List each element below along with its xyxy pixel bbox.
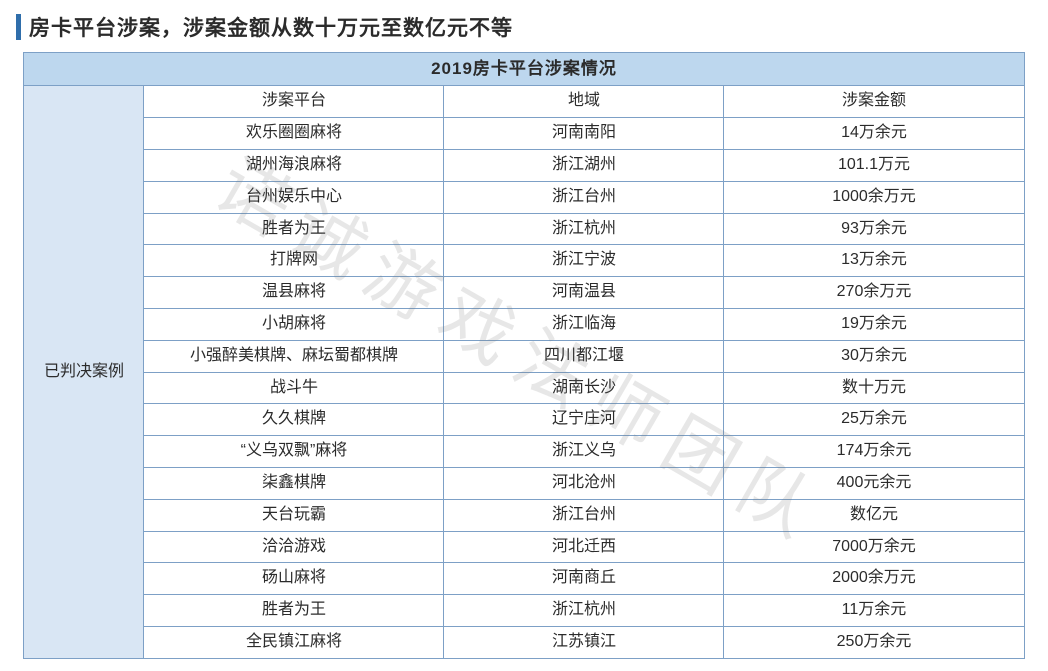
cell-platform: 温县麻将 xyxy=(144,277,444,309)
table-row: 胜者为王浙江杭州93万余元 xyxy=(24,213,1024,245)
cell-platform: 柒鑫棋牌 xyxy=(144,467,444,499)
table-row: 战斗牛湖南长沙数十万元 xyxy=(24,372,1024,404)
cell-region: 辽宁庄河 xyxy=(444,404,724,436)
column-header-platform: 涉案平台 xyxy=(144,86,444,118)
cell-amount: 25万余元 xyxy=(724,404,1024,436)
cell-platform: “义乌双飘”麻将 xyxy=(144,436,444,468)
cell-region: 江苏镇江 xyxy=(444,626,724,658)
table-row: “义乌双飘”麻将浙江义乌174万余元 xyxy=(24,436,1024,468)
cell-region: 浙江义乌 xyxy=(444,436,724,468)
table-row: 胜者为王浙江杭州11万余元 xyxy=(24,595,1024,627)
cell-region: 浙江台州 xyxy=(444,181,724,213)
column-header-amount: 涉案金额 xyxy=(724,86,1024,118)
cell-amount: 1000余万元 xyxy=(724,181,1024,213)
cell-region: 浙江临海 xyxy=(444,308,724,340)
cell-platform: 打牌网 xyxy=(144,245,444,277)
cell-platform: 胜者为王 xyxy=(144,213,444,245)
cell-platform: 小强醉美棋牌、麻坛蜀都棋牌 xyxy=(144,340,444,372)
cell-platform: 久久棋牌 xyxy=(144,404,444,436)
cases-table: 2019房卡平台涉案情况 已判决案例涉案平台地域涉案金额欢乐圈圈麻将河南南阳14… xyxy=(23,52,1024,659)
cell-platform: 全民镇江麻将 xyxy=(144,626,444,658)
cell-region: 河南商丘 xyxy=(444,563,724,595)
cell-region: 浙江杭州 xyxy=(444,595,724,627)
cell-amount: 93万余元 xyxy=(724,213,1024,245)
cell-amount: 250万余元 xyxy=(724,626,1024,658)
table-row: 台州娱乐中心浙江台州1000余万元 xyxy=(24,181,1024,213)
cell-platform: 欢乐圈圈麻将 xyxy=(144,118,444,150)
cell-region: 湖南长沙 xyxy=(444,372,724,404)
table-row: 砀山麻将河南商丘2000余万元 xyxy=(24,563,1024,595)
title-bar: 房卡平台涉案，涉案金额从数十万元至数亿元不等 xyxy=(16,12,1032,42)
table-row: 洽洽游戏河北迁西7000万余元 xyxy=(24,531,1024,563)
page-title: 房卡平台涉案，涉案金额从数十万元至数亿元不等 xyxy=(29,12,513,42)
cell-platform: 台州娱乐中心 xyxy=(144,181,444,213)
cell-amount: 7000万余元 xyxy=(724,531,1024,563)
cell-amount: 11万余元 xyxy=(724,595,1024,627)
cell-region: 河北迁西 xyxy=(444,531,724,563)
cell-region: 浙江台州 xyxy=(444,499,724,531)
cell-amount: 14万余元 xyxy=(724,118,1024,150)
cell-amount: 2000余万元 xyxy=(724,563,1024,595)
cell-platform: 战斗牛 xyxy=(144,372,444,404)
table-row: 湖州海浪麻将浙江湖州101.1万元 xyxy=(24,149,1024,181)
table-header: 2019房卡平台涉案情况 xyxy=(24,53,1024,86)
table-body: 已判决案例涉案平台地域涉案金额欢乐圈圈麻将河南南阳14万余元湖州海浪麻将浙江湖州… xyxy=(24,86,1024,658)
table-row: 天台玩霸浙江台州数亿元 xyxy=(24,499,1024,531)
cell-platform: 洽洽游戏 xyxy=(144,531,444,563)
cell-amount: 数亿元 xyxy=(724,499,1024,531)
title-accent xyxy=(16,14,21,40)
cell-region: 四川都江堰 xyxy=(444,340,724,372)
cell-region: 浙江宁波 xyxy=(444,245,724,277)
table-row: 柒鑫棋牌河北沧州400元余元 xyxy=(24,467,1024,499)
group-label-cell: 已判决案例 xyxy=(24,86,144,658)
cell-amount: 数十万元 xyxy=(724,372,1024,404)
cell-amount: 13万余元 xyxy=(724,245,1024,277)
cell-amount: 19万余元 xyxy=(724,308,1024,340)
table-row: 打牌网浙江宁波13万余元 xyxy=(24,245,1024,277)
cell-platform: 砀山麻将 xyxy=(144,563,444,595)
cell-platform: 天台玩霸 xyxy=(144,499,444,531)
cell-amount: 101.1万元 xyxy=(724,149,1024,181)
table-row: 欢乐圈圈麻将河南南阳14万余元 xyxy=(24,118,1024,150)
column-header-region: 地域 xyxy=(444,86,724,118)
cell-platform: 湖州海浪麻将 xyxy=(144,149,444,181)
table-row: 温县麻将河南温县270余万元 xyxy=(24,277,1024,309)
table-row: 久久棋牌辽宁庄河25万余元 xyxy=(24,404,1024,436)
cell-region: 河南南阳 xyxy=(444,118,724,150)
cell-amount: 174万余元 xyxy=(724,436,1024,468)
cell-platform: 胜者为王 xyxy=(144,595,444,627)
cell-region: 河南温县 xyxy=(444,277,724,309)
table-row: 小强醉美棋牌、麻坛蜀都棋牌四川都江堰30万余元 xyxy=(24,340,1024,372)
cell-region: 河北沧州 xyxy=(444,467,724,499)
cell-platform: 小胡麻将 xyxy=(144,308,444,340)
cell-amount: 270余万元 xyxy=(724,277,1024,309)
cell-amount: 30万余元 xyxy=(724,340,1024,372)
cell-region: 浙江杭州 xyxy=(444,213,724,245)
cell-amount: 400元余元 xyxy=(724,467,1024,499)
table-row: 全民镇江麻将江苏镇江250万余元 xyxy=(24,626,1024,658)
table-row: 小胡麻将浙江临海19万余元 xyxy=(24,308,1024,340)
cell-region: 浙江湖州 xyxy=(444,149,724,181)
